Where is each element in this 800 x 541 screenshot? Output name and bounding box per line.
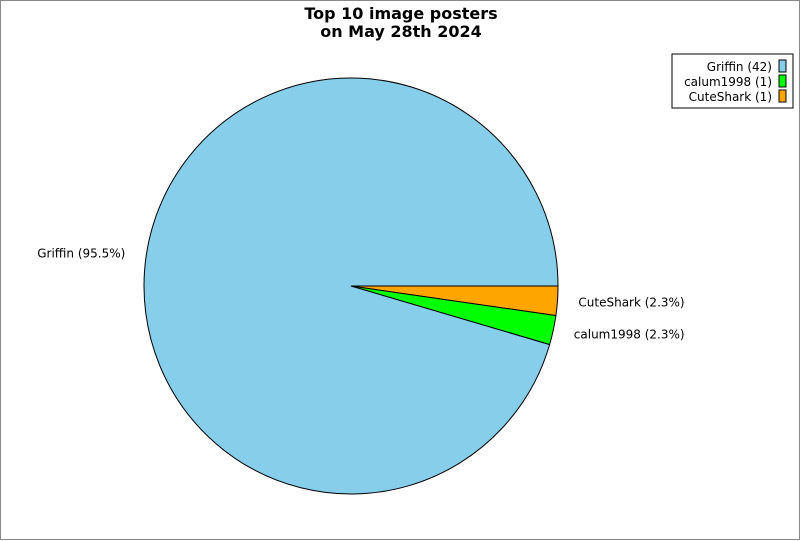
legend-label-cuteshark: CuteShark (1) — [689, 90, 772, 104]
chart-title-line-1: Top 10 image posters — [304, 4, 497, 23]
legend-swatch-griffin — [778, 59, 787, 73]
legend-label-calum1998: calum1998 (1) — [684, 75, 772, 89]
slice-label-griffin: Griffin (95.5%) — [37, 247, 125, 261]
legend: Griffin (42)calum1998 (1)CuteShark (1) — [671, 53, 794, 109]
legend-label-griffin: Griffin (42) — [707, 60, 772, 74]
chart-title-line-2: on May 28th 2024 — [320, 22, 482, 41]
slice-label-calum1998: calum1998 (2.3%) — [574, 327, 685, 341]
legend-swatch-cuteshark — [778, 89, 787, 103]
legend-box — [671, 53, 794, 109]
slice-label-cuteshark: CuteShark (2.3%) — [578, 295, 684, 309]
pie-slice-griffin — [143, 77, 559, 495]
legend-swatch-calum1998 — [778, 74, 787, 88]
